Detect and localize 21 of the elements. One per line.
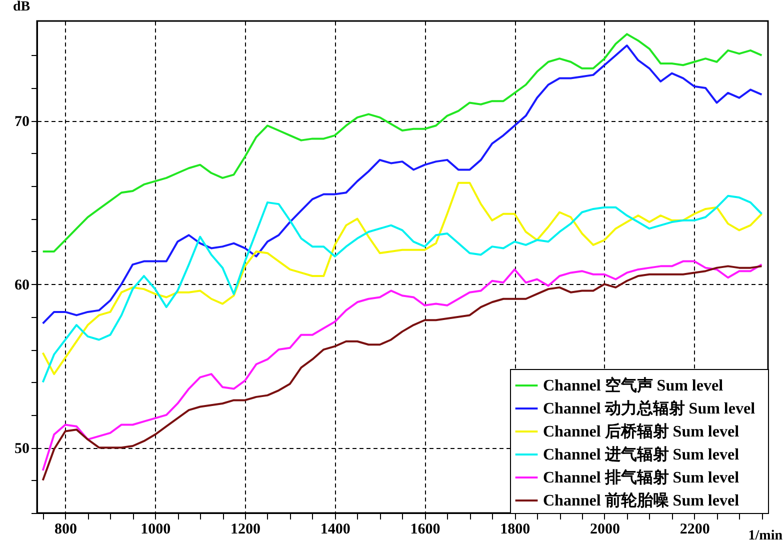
legend-label: Channel 进气辐射 Sum level [543, 446, 740, 464]
x-tick-label: 2200 [680, 522, 710, 538]
line-series [42, 44, 763, 324]
legend-label: Channel 排气辐射 Sum level [543, 468, 740, 486]
y-axis-title: dB [12, 0, 30, 14]
y-tick-label: 60 [14, 278, 30, 294]
x-tick-label: 1400 [320, 522, 350, 538]
x-tick-label: 2000 [590, 522, 620, 538]
legend-label: Channel 后桥辐射 Sum level [543, 422, 740, 440]
x-tick-label: 1200 [230, 522, 261, 538]
x-tick-label: 1800 [500, 522, 530, 538]
legend-label: Channel 动力总辐射 Sum level [543, 400, 756, 418]
y-tick-label: 70 [14, 114, 30, 130]
legend-label: Channel 空气声 Sum level [543, 376, 724, 394]
legend-label: Channel 前轮胎噪 Sum level [543, 492, 740, 510]
x-tick-label: 800 [54, 522, 78, 538]
x-tick-label: 1000 [140, 522, 171, 538]
x-tick-label: 1600 [410, 522, 440, 538]
line-series [42, 33, 763, 252]
y-tick-label: 50 [14, 441, 30, 458]
x-axis-title: 1/min [748, 528, 783, 544]
